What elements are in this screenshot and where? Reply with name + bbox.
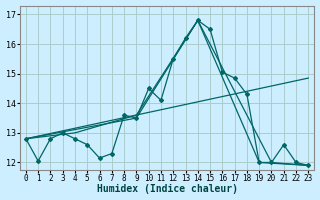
X-axis label: Humidex (Indice chaleur): Humidex (Indice chaleur) [97,184,237,194]
